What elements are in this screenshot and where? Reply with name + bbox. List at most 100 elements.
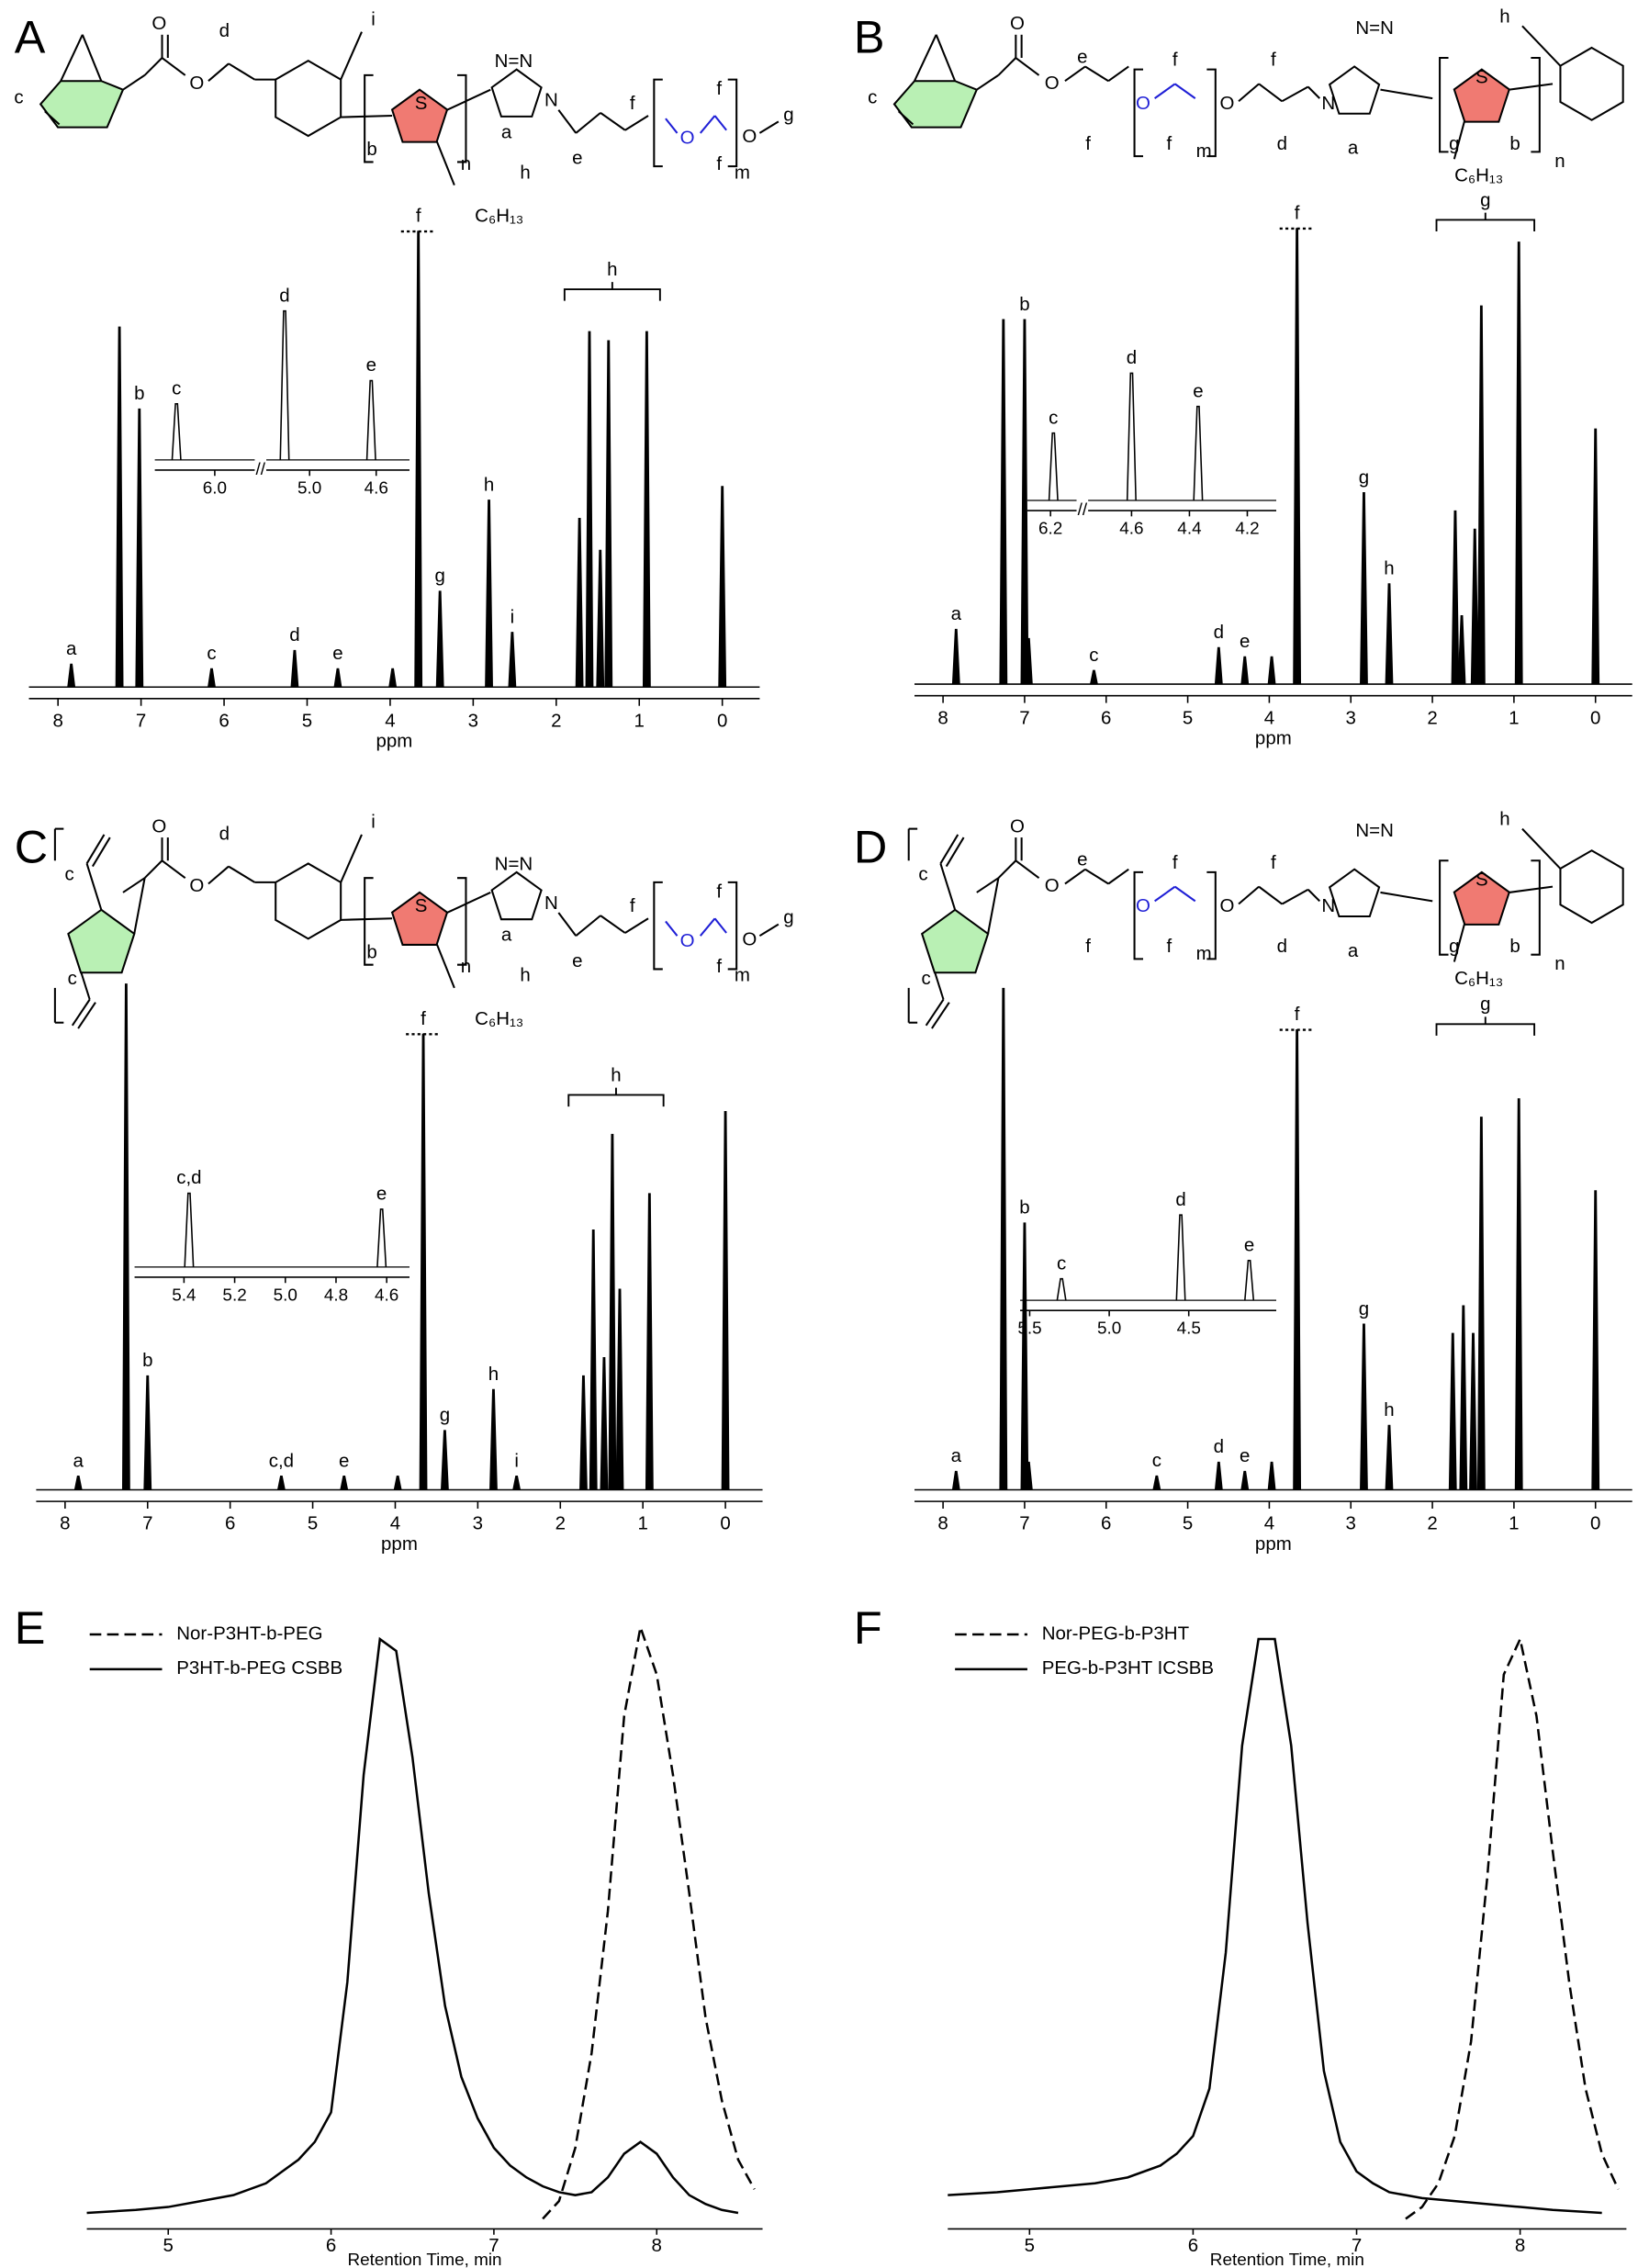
bond	[1238, 83, 1260, 103]
repeat-bracket	[457, 877, 467, 966]
bond	[699, 917, 716, 937]
structure-label: n	[1554, 151, 1565, 172]
ring	[1453, 870, 1510, 926]
structure-label: b	[1509, 133, 1520, 154]
bond	[208, 62, 230, 82]
structure-label: C₆H₁₃	[475, 1008, 523, 1029]
x-tick-label: 8	[1515, 2235, 1525, 2256]
structure-label: h	[1499, 6, 1509, 27]
peak	[1360, 1323, 1368, 1490]
bond	[1281, 888, 1309, 905]
peak	[999, 987, 1008, 1490]
ring	[1559, 46, 1624, 121]
bond	[1380, 88, 1433, 100]
peak	[999, 319, 1008, 685]
bond	[665, 920, 679, 937]
bond	[575, 915, 601, 937]
x-tick-label: 4	[1264, 707, 1274, 728]
repeat-bracket	[364, 73, 374, 163]
x-tick-label: 3	[1346, 1513, 1356, 1534]
bond	[1154, 885, 1176, 903]
peak	[485, 500, 493, 688]
ring	[1328, 868, 1381, 918]
bracket	[1435, 212, 1536, 232]
peak-label: b	[1019, 294, 1029, 315]
x-tick-label: 3	[1346, 707, 1356, 728]
peak	[1020, 319, 1029, 685]
x-tick-label: 0	[717, 710, 727, 731]
structure-label: a	[501, 121, 512, 142]
peak-label: e	[1240, 1445, 1250, 1466]
bond	[228, 62, 255, 81]
inset-tick-label: 4.6	[365, 478, 388, 498]
bond	[976, 74, 999, 91]
bond	[1307, 889, 1321, 903]
structure-label: f	[1085, 936, 1091, 957]
panel-letter: F	[854, 1601, 882, 1654]
structure-label: N=N	[495, 853, 533, 874]
peak	[1457, 615, 1466, 685]
x-axis-title: ppm	[381, 1533, 418, 1555]
x-tick-label: 6	[326, 2235, 336, 2256]
peak-label: b	[142, 1350, 152, 1371]
x-axis-title: Retention Time, min	[348, 2251, 502, 2268]
repeat-bracket	[1439, 56, 1449, 153]
repeat-bracket	[1206, 68, 1217, 158]
bond	[665, 118, 679, 134]
bond	[85, 863, 103, 911]
x-tick-label: 1	[1509, 707, 1519, 728]
peak	[1591, 1190, 1600, 1490]
x-tick-label: 2	[1427, 707, 1437, 728]
structure-label: a	[1348, 940, 1359, 961]
peak	[718, 486, 727, 688]
bond	[122, 877, 146, 893]
structure-label: d	[1277, 936, 1287, 957]
panel-letter: A	[15, 10, 46, 62]
bond	[435, 944, 455, 989]
x-tick-label: 7	[488, 2235, 499, 2256]
repeat-bracket	[727, 881, 738, 971]
peak	[73, 1475, 83, 1490]
bracket-label: g	[1480, 994, 1490, 1015]
peak	[135, 408, 144, 688]
x-tick-label: 0	[1590, 1513, 1600, 1534]
panel-letter: C	[15, 821, 48, 873]
structure-label: c	[868, 87, 877, 108]
structure-label: O	[680, 930, 695, 951]
peak-label: h	[1384, 558, 1394, 579]
peak-label: d	[1214, 622, 1224, 643]
panel-letter: E	[15, 1601, 46, 1654]
structure-label: O	[1219, 93, 1234, 114]
bracket	[567, 1087, 665, 1107]
inset-tick-label: 5.5	[1017, 1319, 1041, 1339]
structure-label: N	[1321, 895, 1335, 916]
inset-tick-label: 5.4	[172, 1286, 196, 1305]
structure-label: f	[1172, 852, 1178, 873]
inset-peak	[171, 403, 182, 460]
bond	[939, 834, 959, 864]
inset-peak	[1193, 405, 1204, 501]
bond	[1380, 891, 1433, 903]
inset-tick-label: 4.5	[1177, 1319, 1201, 1339]
bond	[925, 998, 945, 1027]
bond	[1015, 57, 1040, 76]
bond	[446, 88, 491, 111]
x-tick-label: 2	[555, 1513, 566, 1534]
bond	[143, 57, 163, 76]
peak	[585, 331, 594, 688]
peak	[1470, 528, 1479, 685]
bond	[340, 834, 363, 883]
ring	[1453, 68, 1510, 123]
peak-label: g	[1359, 466, 1369, 488]
inset-tick-label: 6.0	[203, 478, 227, 498]
bond	[914, 34, 937, 82]
bond	[758, 120, 780, 134]
peak	[1024, 637, 1033, 685]
x-tick-label: 4	[1264, 1513, 1274, 1534]
peak	[604, 340, 613, 688]
x-tick-label: 3	[473, 1513, 483, 1534]
bond	[1064, 65, 1086, 83]
peak-label: i	[514, 1450, 519, 1471]
bond	[713, 115, 727, 131]
bond	[122, 74, 146, 91]
